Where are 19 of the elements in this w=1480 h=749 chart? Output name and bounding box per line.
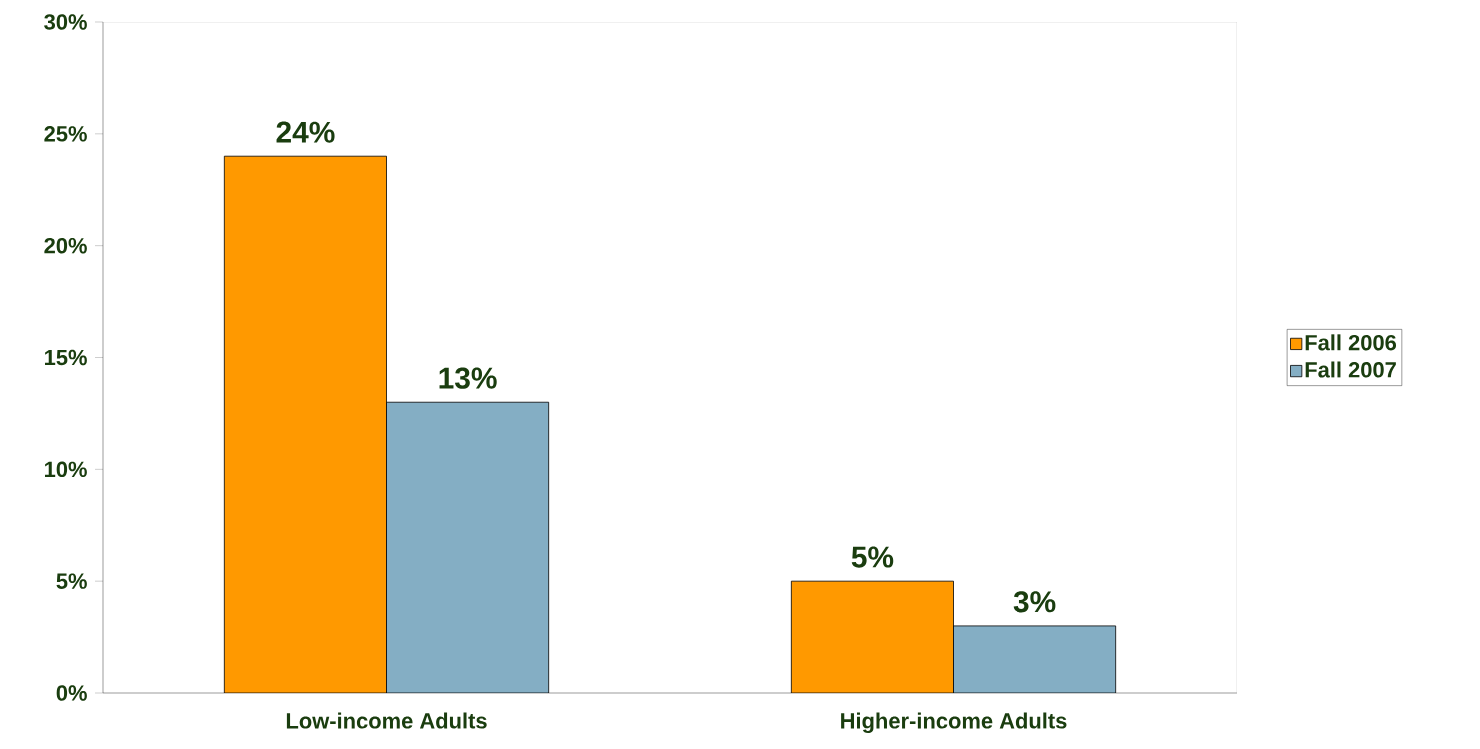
bar bbox=[223, 155, 387, 693]
bar bbox=[790, 580, 954, 693]
data-label: 24% bbox=[276, 121, 335, 143]
y-tick-label: 25% bbox=[44, 126, 87, 142]
bar bbox=[953, 625, 1117, 693]
x-tick-label: Higher-income Adults bbox=[841, 712, 1067, 734]
x-tick-label: Low-income Adults bbox=[286, 712, 487, 729]
data-label: 3% bbox=[1013, 591, 1056, 613]
y-tick-label: 15% bbox=[45, 349, 87, 366]
data-label: 5% bbox=[851, 546, 894, 568]
bar bbox=[386, 401, 550, 693]
legend-label: Fall 2006 bbox=[1305, 334, 1397, 351]
y-tick-label: 10% bbox=[45, 461, 87, 478]
legend-label: Fall 2007 bbox=[1305, 361, 1396, 378]
y-tick-label: 5% bbox=[56, 573, 87, 589]
y-tick-label: 30% bbox=[44, 14, 87, 30]
y-tick-label: 20% bbox=[44, 237, 87, 254]
data-label: 13% bbox=[439, 367, 497, 389]
y-tick-label: 0% bbox=[56, 685, 87, 701]
